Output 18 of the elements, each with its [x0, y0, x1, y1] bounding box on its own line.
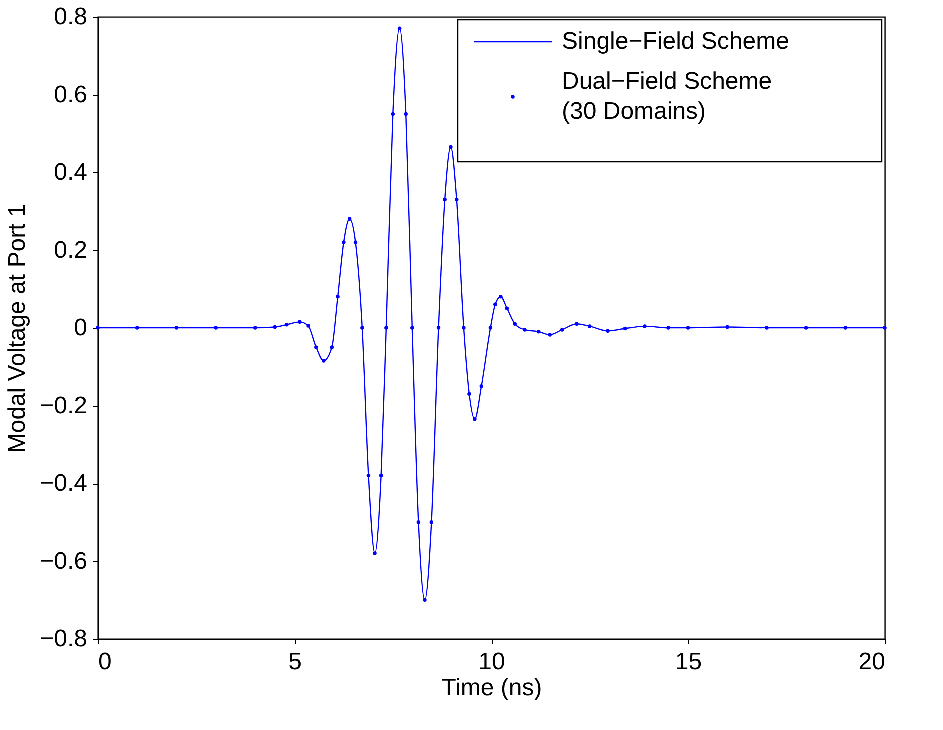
y-tick-label: −0.8 [40, 626, 88, 652]
y-tick-label: 0.2 [54, 236, 88, 264]
y-tick-label: −0.2 [40, 392, 88, 420]
x-axis-title: Time (ns) [442, 674, 542, 702]
x-tick-label: 20 [858, 648, 886, 676]
x-tick-label: 10 [478, 648, 506, 676]
y-tick-label: 0.6 [54, 81, 88, 108]
x-tick-label: 0 [98, 648, 112, 676]
y-tick-label: −0.6 [40, 548, 88, 575]
y-axis-title: Modal Voltage at Port 1 [4, 204, 32, 454]
y-tick-label: 0 [74, 314, 88, 342]
x-tick-label: 15 [675, 648, 702, 676]
x-tick-label: 5 [288, 648, 302, 676]
y-tick-label: 0.4 [54, 159, 88, 186]
legend-label: Single−Field Scheme [562, 28, 790, 55]
legend-label: Dual−Field Scheme (30 Domains) [562, 68, 772, 125]
y-tick-label: 0.8 [54, 4, 88, 30]
y-tick-label: −0.4 [40, 470, 88, 497]
